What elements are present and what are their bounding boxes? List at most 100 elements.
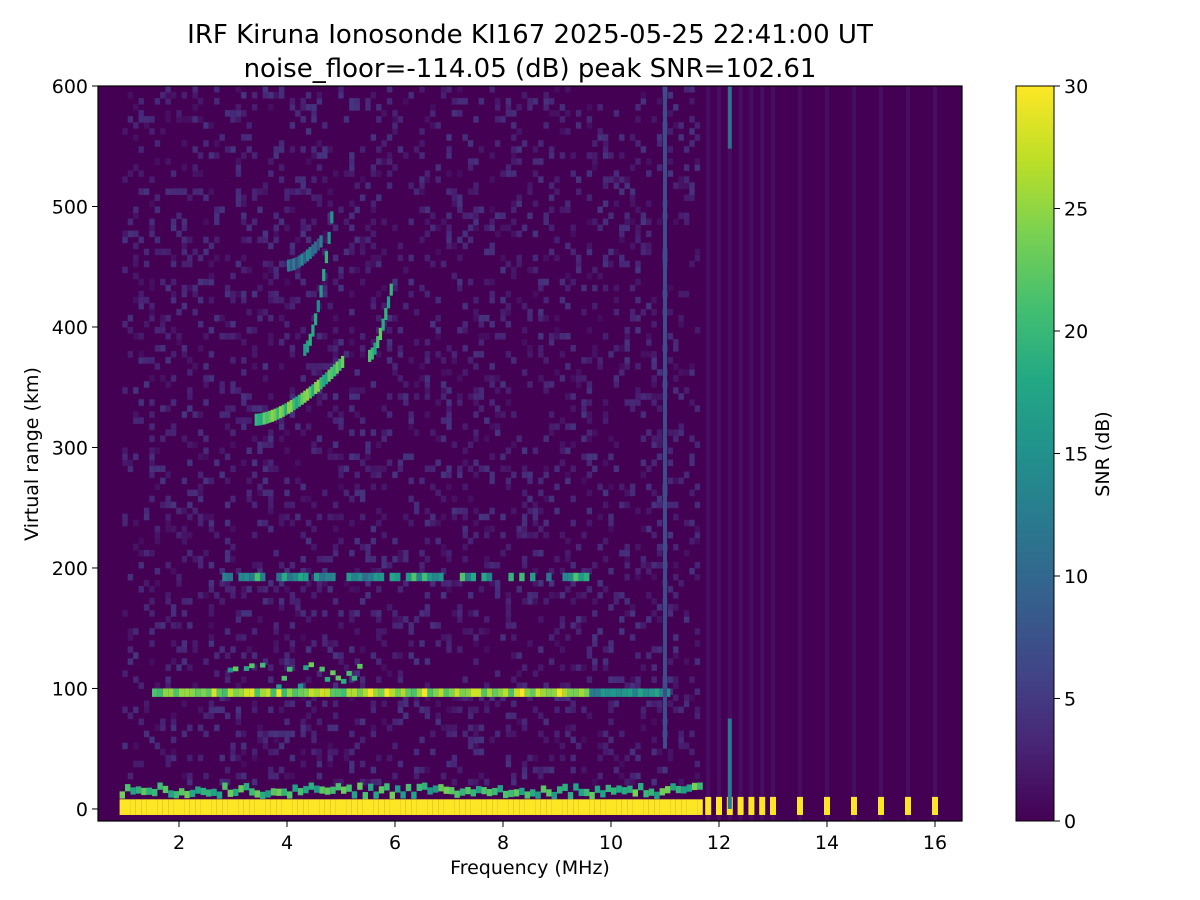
f-layer-trace-cell [273, 408, 277, 421]
noise-cell [646, 230, 652, 238]
noise-cell [473, 435, 479, 442]
noise-cell [300, 116, 306, 123]
column-stripe [738, 86, 743, 821]
ground-clutter-cell [470, 799, 476, 815]
noise-cell [316, 586, 323, 593]
noise-cell [527, 104, 533, 111]
noise-cell [203, 592, 209, 599]
noise-cell [683, 549, 690, 557]
noise-cell [451, 98, 458, 105]
noise-cell [543, 98, 549, 105]
ground-clutter-cell [638, 783, 644, 791]
noise-cell [246, 610, 252, 617]
noise-cell [581, 706, 587, 714]
noise-cell [511, 110, 517, 117]
noise-cell [349, 429, 355, 436]
noise-cell [694, 164, 701, 171]
noise-cell [478, 586, 485, 593]
noise-cell [473, 188, 479, 195]
noise-cell [619, 230, 625, 238]
f-layer-trace-cell [316, 300, 320, 313]
noise-cell [419, 188, 425, 195]
noise-cell [197, 453, 204, 461]
noise-cell [613, 381, 620, 388]
ground-clutter-cell [168, 790, 174, 798]
noise-cell [170, 399, 177, 406]
ground-clutter-cell [643, 790, 649, 798]
noise-cell [316, 435, 323, 442]
noise-cell [424, 218, 431, 226]
noise-cell [224, 501, 231, 509]
noise-cell [160, 435, 166, 442]
y-tick-label: 300 [52, 437, 88, 459]
noise-cell [241, 676, 247, 683]
noise-cell [322, 152, 328, 159]
noise-cell [305, 290, 312, 298]
noise-cell [284, 447, 290, 454]
ground-clutter-cell [443, 786, 449, 794]
f-layer-trace-cell [295, 256, 299, 269]
noise-cell [548, 206, 555, 214]
noise-cell [629, 284, 636, 292]
noise-cell [689, 369, 695, 376]
noise-cell [651, 381, 657, 388]
noise-cell [338, 622, 344, 629]
noise-cell [235, 110, 242, 117]
noise-cell [376, 158, 382, 165]
noise-cell [354, 610, 360, 617]
noise-cell [570, 152, 576, 159]
noise-cell [446, 170, 452, 177]
e-layer-cell [530, 688, 536, 697]
noise-cell [235, 567, 242, 575]
noise-cell [656, 405, 663, 412]
noise-cell [181, 260, 188, 268]
noise-cell [376, 260, 382, 268]
noise-cell [170, 501, 177, 509]
noise-cell [397, 718, 404, 726]
ground-clutter-cell [616, 799, 622, 815]
noise-cell [203, 375, 209, 382]
noise-cell [408, 417, 414, 424]
noise-cell [154, 98, 161, 105]
noise-cell [565, 447, 571, 454]
noise-cell [581, 435, 587, 442]
noise-cell [565, 682, 571, 689]
noise-cell [500, 694, 506, 702]
noise-cell [208, 122, 215, 129]
noise-cell [349, 164, 355, 171]
noise-cell [300, 748, 306, 756]
noise-cell [570, 441, 576, 448]
noise-cell [349, 405, 355, 412]
noise-cell [457, 86, 463, 93]
noise-cell [548, 411, 555, 418]
noise-cell [511, 507, 517, 515]
noise-cell [381, 140, 387, 147]
ground-clutter-cell [211, 799, 217, 815]
noise-cell [538, 314, 544, 322]
ground-clutter-cell [346, 799, 352, 815]
noise-cell [203, 513, 209, 521]
noise-cell [219, 333, 225, 340]
f-layer-trace-cell [324, 372, 329, 385]
noise-cell [500, 333, 506, 340]
noise-cell [376, 314, 382, 322]
noise-cell [262, 272, 269, 280]
noise-cell [160, 320, 166, 328]
noise-cell [241, 634, 247, 641]
noise-cell [246, 393, 252, 400]
noise-cell [251, 706, 258, 714]
noise-cell [235, 417, 242, 424]
ground-clutter-cell [400, 799, 406, 815]
noise-cell [165, 86, 171, 93]
noise-cell [208, 712, 215, 720]
noise-cell [424, 351, 431, 358]
noise-cell [581, 736, 587, 744]
noise-cell [457, 375, 463, 382]
noise-cell [349, 170, 355, 177]
noise-cell [251, 435, 258, 442]
noise-cell [197, 98, 204, 105]
noise-cell [187, 622, 193, 629]
noise-cell [305, 724, 312, 732]
noise-cell [559, 116, 566, 123]
